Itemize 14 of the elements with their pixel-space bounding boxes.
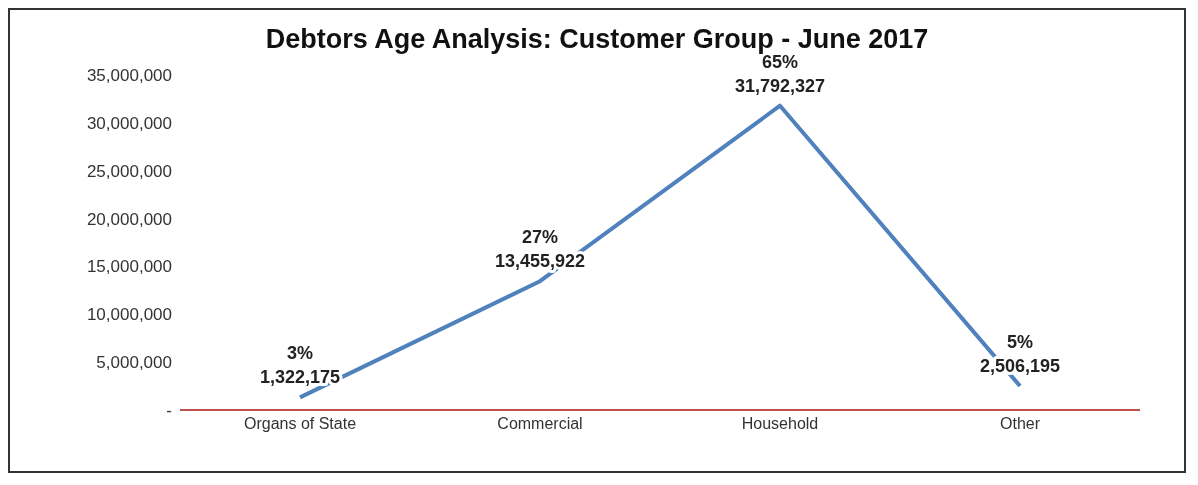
x-tick-label: Other [999, 415, 1041, 433]
y-tick-label: 25,000,000 [86, 161, 172, 181]
y-tick-label: 10,000,000 [86, 305, 172, 325]
x-tick-label: Household [741, 415, 819, 433]
chart-title: Debtors Age Analysis: Customer Group - June 2017 [264, 23, 930, 55]
x-tick-label: Organs of State [243, 415, 357, 433]
y-tick-label: 15,000,000 [86, 257, 172, 277]
x-tick-label: Commercial [497, 415, 583, 433]
data-label: 3% 1,322,175 [259, 343, 341, 388]
y-tick-label: 20,000,000 [86, 209, 172, 229]
y-tick-label: 5,000,000 [96, 353, 172, 373]
y-tick-label: 30,000,000 [86, 113, 172, 133]
y-tick-label: 35,000,000 [86, 66, 172, 86]
y-tick-label: - [166, 401, 172, 421]
